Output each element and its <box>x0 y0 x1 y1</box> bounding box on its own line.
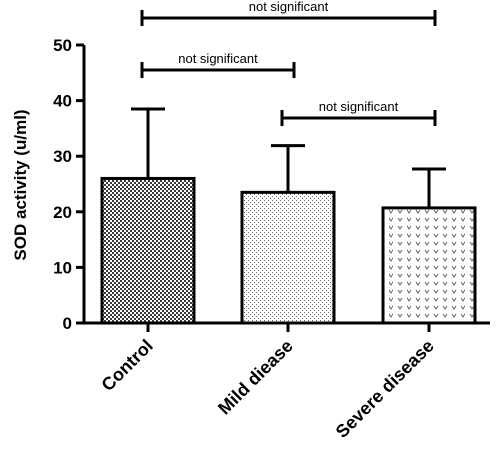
significance-label: not significant <box>319 99 399 114</box>
y-tick-label: 50 <box>53 36 72 55</box>
y-axis-label: SOD activity (u/ml) <box>11 109 30 260</box>
bar <box>100 176 196 325</box>
bars <box>100 107 477 325</box>
bar <box>381 206 477 325</box>
x-tick-label: Mild diease <box>214 336 297 419</box>
y-tick-label: 10 <box>53 258 72 277</box>
y-tick-label: 40 <box>53 92 72 111</box>
significance-label: not significant <box>178 51 258 66</box>
bar <box>240 190 336 325</box>
y-tick-label: 0 <box>63 314 72 333</box>
x-tick-label: Severe disease <box>332 336 438 442</box>
x-tick-label: Control <box>97 336 156 395</box>
y-axis: 0 10 20 30 40 50 <box>53 36 86 333</box>
significance-annotations: not significant not significant not signif… <box>140 0 437 126</box>
y-tick-label: 20 <box>53 203 72 222</box>
x-axis: Control Mild diease Severe disease <box>84 321 490 442</box>
y-tick-label: 30 <box>53 147 72 166</box>
significance-label: not significant <box>249 0 329 14</box>
